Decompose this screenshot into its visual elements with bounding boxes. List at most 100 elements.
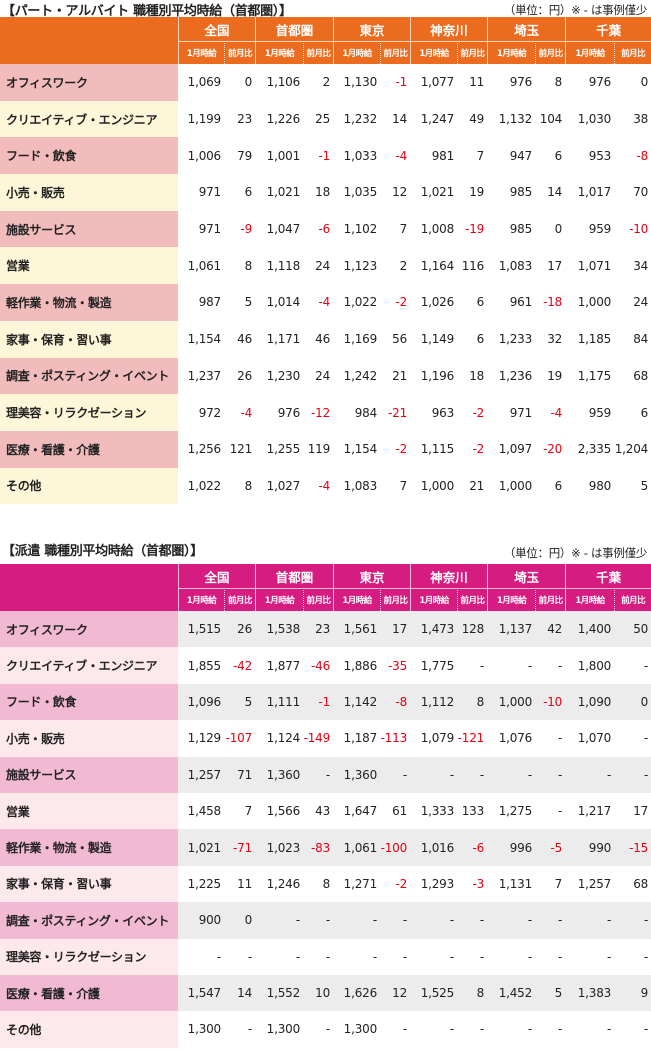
mom-change-cell: -3 xyxy=(457,865,488,903)
mom-change-cell: 8 xyxy=(457,683,488,721)
mom-change-cell: 9 xyxy=(614,974,651,1012)
job-category-label: 家事・保育・習い事 xyxy=(0,865,178,903)
hourly-wage-cell: 963 xyxy=(410,394,458,431)
mom-change-cell: - xyxy=(380,938,411,975)
mom-change-cell: 119 xyxy=(303,430,334,468)
mom-change-cell: 7 xyxy=(224,792,256,830)
hourly-wage-cell: 1,293 xyxy=(410,865,458,903)
job-category-label: 小売・販売 xyxy=(0,174,178,211)
hourly-wage-cell: 1,383 xyxy=(565,974,615,1012)
hourly-wage-cell: 1,076 xyxy=(487,720,536,757)
hourly-wage-cell: 971 xyxy=(178,174,224,211)
hourly-wage-cell: 996 xyxy=(487,829,536,866)
hourly-wage-cell: 971 xyxy=(487,394,536,431)
mom-change-cell: 6 xyxy=(457,284,488,321)
table-row: 医療・看護・介護 1,547 14 1,552 10 1,626 12 1,525 8 1,452… xyxy=(0,974,651,1012)
mom-change-cell: - xyxy=(535,938,566,975)
hourly-wage-cell: 1,257 xyxy=(178,756,224,793)
mom-change-cell: 24 xyxy=(303,247,334,285)
mom-change-cell: -8 xyxy=(614,137,651,175)
hourly-wage-cell: 1,111 xyxy=(255,683,304,721)
hourly-wage-cell: 1,566 xyxy=(255,792,304,830)
hourly-wage-cell: 1,247 xyxy=(410,100,458,138)
wage-subheader: 1月時給 xyxy=(487,41,536,64)
wage-subheader: 1月時給 xyxy=(410,41,458,64)
hourly-wage-cell: 1,230 xyxy=(255,357,304,395)
hourly-wage-cell: - xyxy=(487,902,536,939)
mom-change-cell: - xyxy=(535,1011,566,1048)
hourly-wage-cell: - xyxy=(255,938,304,975)
region-header: 首都圏 xyxy=(255,564,334,588)
hourly-wage-cell: 947 xyxy=(487,137,536,175)
hourly-wage-cell: - xyxy=(410,902,458,939)
mom-change-cell: -4 xyxy=(303,467,334,505)
hourly-wage-cell: 1,033 xyxy=(333,137,381,175)
mom-change-cell: - xyxy=(535,792,566,830)
mom-change-cell: -1 xyxy=(303,683,334,721)
mom-subheader: 前月比 xyxy=(535,41,566,64)
hourly-wage-cell: 1,014 xyxy=(255,284,304,321)
hourly-wage-cell: 1,070 xyxy=(565,720,615,757)
hourly-wage-cell: 1,142 xyxy=(333,683,381,721)
hourly-wage-cell: - xyxy=(178,938,224,975)
mom-change-cell: 0 xyxy=(224,902,256,939)
hourly-wage-cell: - xyxy=(487,647,536,684)
mom-change-cell: - xyxy=(614,938,651,975)
mom-change-cell: 38 xyxy=(614,100,651,138)
hourly-wage-cell: 1,021 xyxy=(178,829,224,866)
job-category-label: フード・飲食 xyxy=(0,137,178,175)
wage-subheader: 1月時給 xyxy=(333,588,381,611)
hourly-wage-cell: 985 xyxy=(487,210,536,248)
job-category-label: その他 xyxy=(0,467,178,505)
hourly-wage-cell: 1,256 xyxy=(178,430,224,468)
hourly-wage-cell: 1,115 xyxy=(410,430,458,468)
mom-change-cell: 56 xyxy=(380,320,411,358)
mom-change-cell: 24 xyxy=(614,284,651,321)
table-row: フード・飲食 1,006 79 1,001 -1 1,033 -4 981 7 947 6 953 -8 xyxy=(0,137,651,175)
mom-change-cell: 7 xyxy=(380,467,411,505)
hourly-wage-cell: - xyxy=(487,756,536,793)
region-header: 千葉 xyxy=(565,17,651,41)
hourly-wage-cell: 1,001 xyxy=(255,137,304,175)
region-header: 全国 xyxy=(178,17,256,41)
hourly-wage-cell: 1,171 xyxy=(255,320,304,358)
mom-subheader: 前月比 xyxy=(457,41,488,64)
hourly-wage-cell: 1,257 xyxy=(565,865,615,903)
hourly-wage-cell: 1,199 xyxy=(178,100,224,138)
hourly-wage-cell: 1,300 xyxy=(178,1011,224,1048)
hourly-wage-cell: 1,027 xyxy=(255,467,304,505)
mom-change-cell: 7 xyxy=(380,210,411,248)
hourly-wage-cell: 1,096 xyxy=(178,683,224,721)
mom-change-cell: -4 xyxy=(535,394,566,431)
mom-change-cell: 2 xyxy=(303,64,334,101)
mom-change-cell: 23 xyxy=(303,611,334,648)
mom-change-cell: - xyxy=(614,756,651,793)
mom-change-cell: 14 xyxy=(224,974,256,1012)
hourly-wage-cell: 1,300 xyxy=(255,1011,304,1048)
mom-subheader: 前月比 xyxy=(457,588,488,611)
mom-change-cell: -1 xyxy=(303,137,334,175)
mom-change-cell: -113 xyxy=(380,720,411,757)
hourly-wage-cell: - xyxy=(565,1011,615,1048)
hourly-wage-cell: 1,071 xyxy=(565,247,615,285)
hourly-wage-cell: 953 xyxy=(565,137,615,175)
mom-change-cell: -46 xyxy=(303,647,334,684)
hourly-wage-cell: - xyxy=(410,938,458,975)
hourly-wage-cell: 1,886 xyxy=(333,647,381,684)
hourly-wage-cell: 971 xyxy=(178,210,224,248)
hourly-wage-cell: 1,538 xyxy=(255,611,304,648)
mom-change-cell: 50 xyxy=(614,611,651,648)
hourly-wage-cell: 1,333 xyxy=(410,792,458,830)
hourly-wage-cell: 1,855 xyxy=(178,647,224,684)
mom-change-cell: -8 xyxy=(380,683,411,721)
job-category-label: 調査・ポスティング・イベント xyxy=(0,902,178,939)
hourly-wage-cell: 1,123 xyxy=(333,247,381,285)
mom-subheader: 前月比 xyxy=(380,588,411,611)
job-category-label: 軽作業・物流・製造 xyxy=(0,829,178,866)
mom-change-cell: 11 xyxy=(457,64,488,101)
hourly-wage-cell: 1,021 xyxy=(410,174,458,211)
mom-change-cell: - xyxy=(614,647,651,684)
mom-change-cell: 5 xyxy=(614,467,651,505)
region-header: 東京 xyxy=(333,17,411,41)
mom-change-cell: -12 xyxy=(303,394,334,431)
